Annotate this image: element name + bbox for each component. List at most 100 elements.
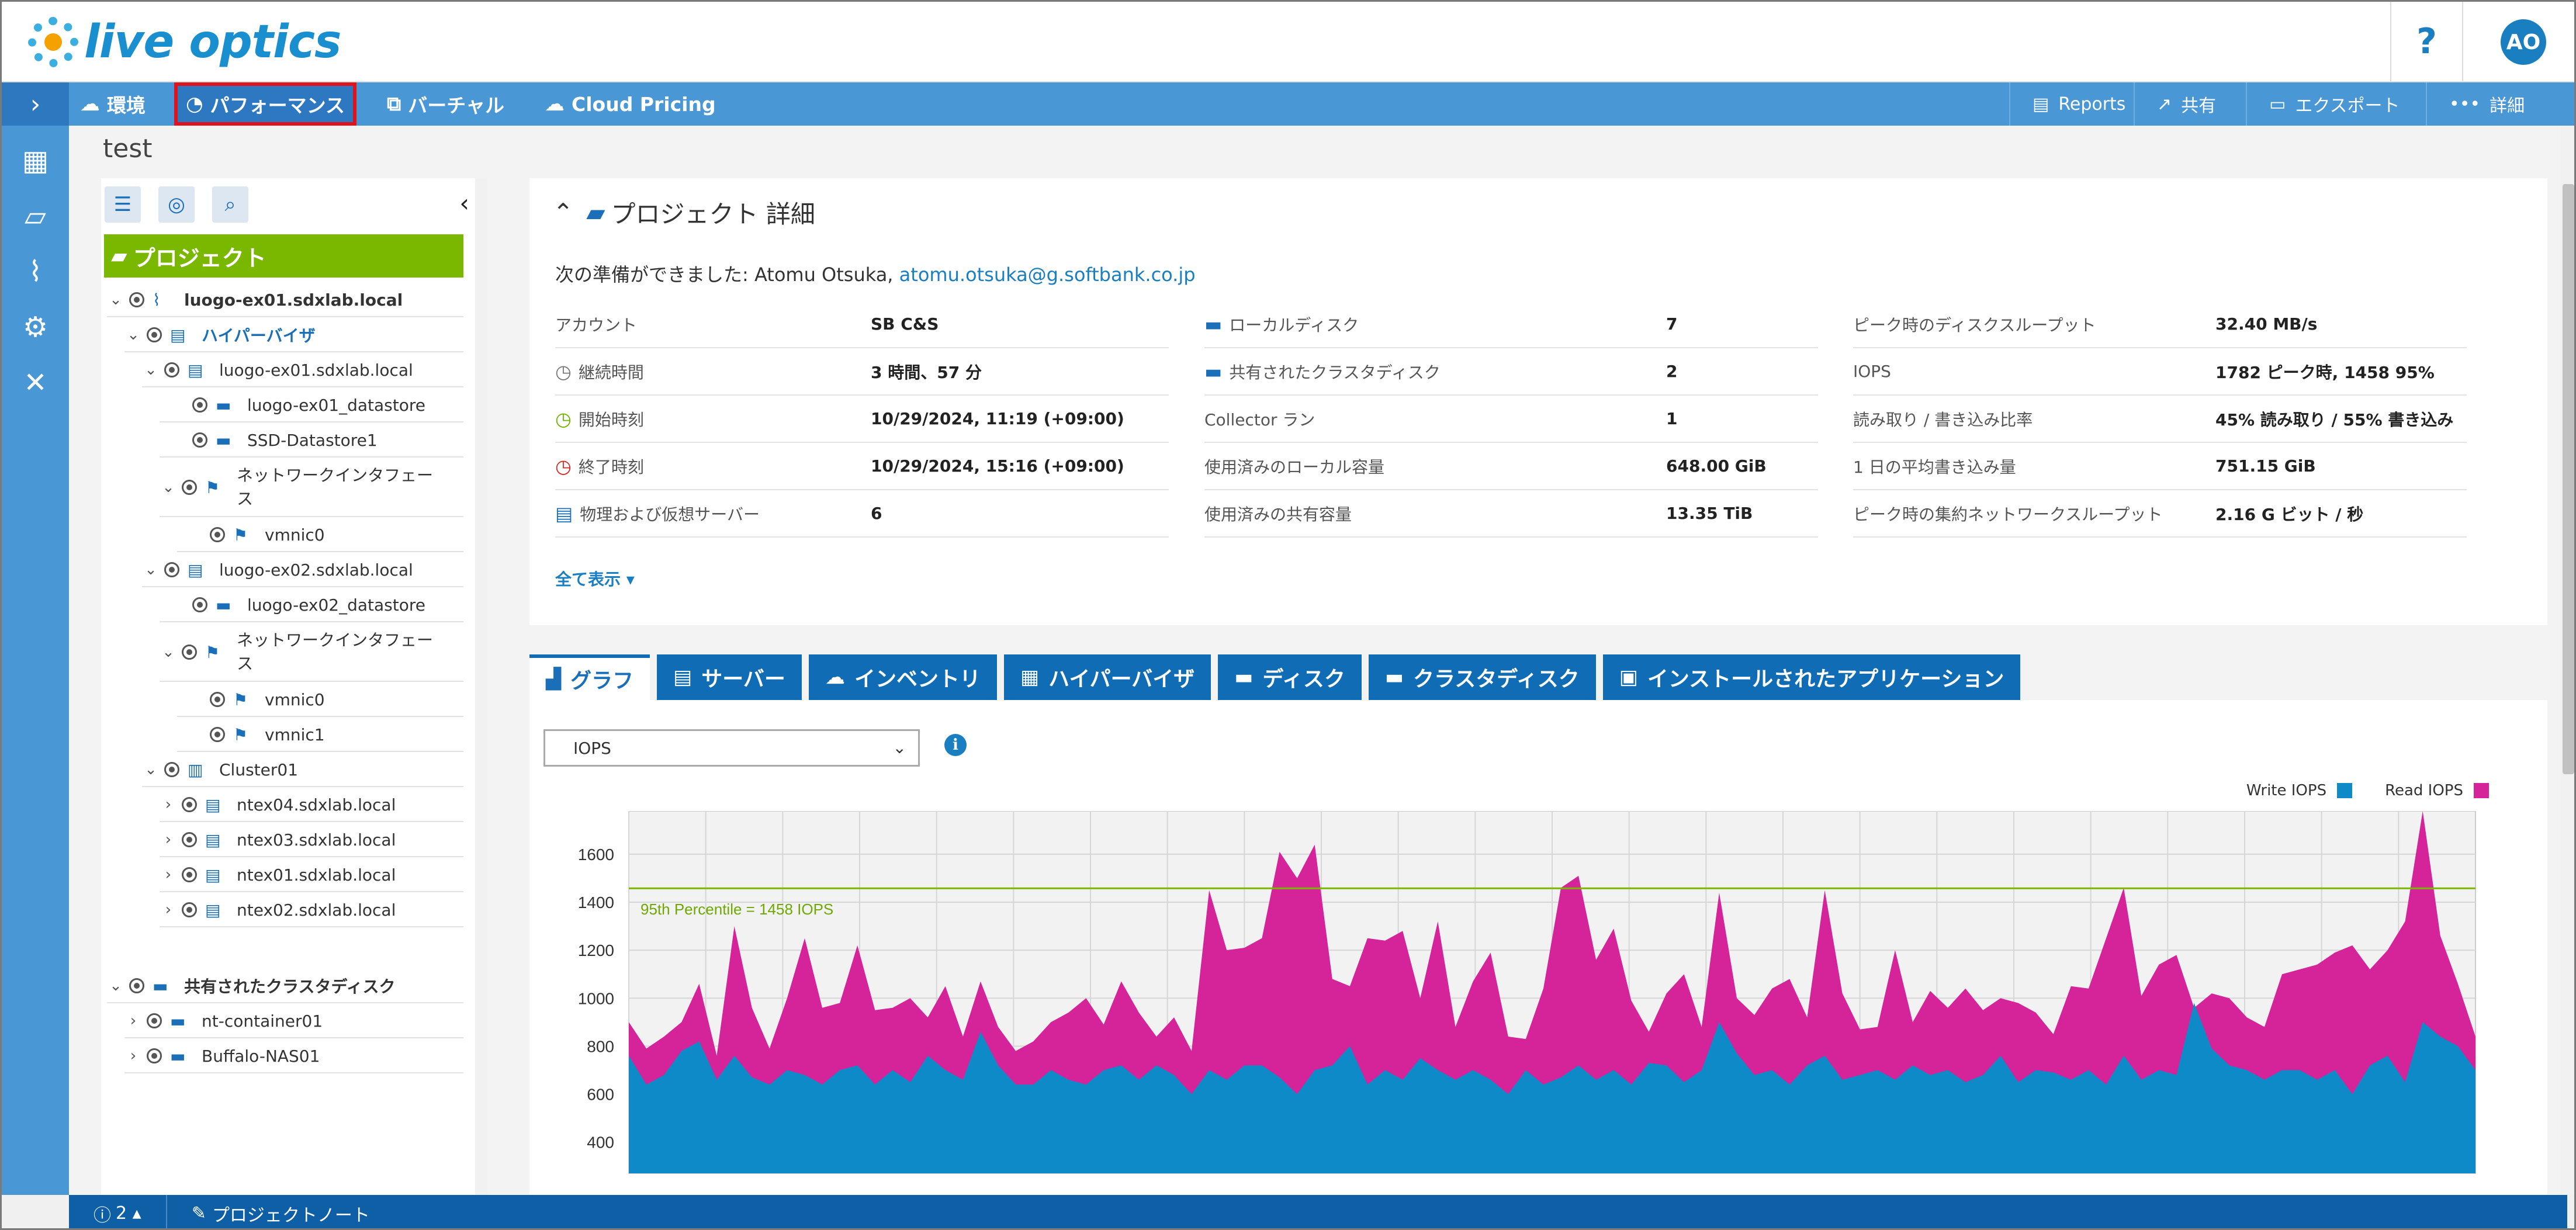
tree-node[interactable]: › ▤ ntex01.sdxlab.local <box>160 858 463 892</box>
nav-tab-virtual[interactable]: ⧉ バーチャル <box>379 82 513 126</box>
tree-node[interactable]: ⌄ ⚑ ネットワークインタフェース <box>160 459 463 517</box>
ready-email-link[interactable]: atomu.otsuka@g.softbank.co.jp <box>899 264 1196 286</box>
chevron-down-icon[interactable]: ⌄ <box>109 977 122 995</box>
nav-tab-performance[interactable]: ◔ パフォーマンス <box>174 82 357 126</box>
chevron-right-icon[interactable]: › <box>165 831 172 848</box>
select-radio[interactable] <box>129 978 144 993</box>
tree-node[interactable]: › ▬ nt-container01 <box>124 1004 463 1038</box>
pulse-icon[interactable]: ⌇ <box>28 255 43 288</box>
nav-tab-cloud-pricing[interactable]: ☁ Cloud Pricing <box>536 82 724 126</box>
hide-button[interactable]: ◎ <box>158 186 195 223</box>
chevron-down-icon[interactable]: ⌄ <box>144 561 157 578</box>
select-radio[interactable] <box>147 1013 162 1028</box>
chart-tab-chart[interactable]: ▟ グラフ <box>529 654 650 700</box>
select-radio[interactable] <box>147 1048 162 1063</box>
share-button[interactable]: ↗ 共有 <box>2134 82 2238 126</box>
info-count-button[interactable]: ⓘ 2 ▴ <box>69 1195 166 1228</box>
tree-node[interactable]: ⚑ vmnic0 <box>177 518 463 552</box>
live-optics-logo[interactable]: live optics <box>28 16 341 68</box>
gear-icon[interactable]: ⚙ <box>22 311 49 344</box>
tree-node[interactable]: ⌄ ▤ luogo-ex02.sdxlab.local <box>142 553 463 587</box>
select-radio[interactable] <box>210 692 225 707</box>
select-radio[interactable] <box>164 562 179 577</box>
reports-button[interactable]: ▤ Reports <box>2009 82 2148 126</box>
tree-node[interactable]: ⚑ vmnic0 <box>177 683 463 717</box>
tree-node[interactable]: › ▤ ntex03.sdxlab.local <box>160 823 463 857</box>
tree-node[interactable]: › ▬ Buffalo-NAS01 <box>124 1040 463 1073</box>
metric-select[interactable]: IOPS ⌄ <box>543 729 920 767</box>
tree-node[interactable]: › ▤ ntex04.sdxlab.local <box>160 788 463 822</box>
page-scrollbar[interactable] <box>2560 126 2574 1195</box>
chevron-right-icon[interactable]: › <box>165 866 172 883</box>
tree-scrollbar[interactable] <box>475 178 487 1195</box>
tree-node[interactable]: ⌄ ▤ luogo-ex01.sdxlab.local <box>142 354 463 387</box>
show-all-link[interactable]: 全て表示 ▾ <box>555 570 635 589</box>
nav-tab-label: パフォーマンス <box>210 94 345 117</box>
tree-node[interactable]: ⌄ ⌇ luogo-ex01.sdxlab.local <box>107 283 463 317</box>
sidebar-expand-button[interactable]: › <box>2 82 69 126</box>
select-radio[interactable] <box>147 327 162 342</box>
select-radio[interactable] <box>164 762 179 777</box>
select-radio[interactable] <box>182 645 197 660</box>
chevron-down-icon[interactable]: ⌄ <box>162 643 175 661</box>
nav-tab-environment[interactable]: ☁ 環境 <box>72 82 154 126</box>
tree-node[interactable]: › ▤ ntex02.sdxlab.local <box>160 893 463 927</box>
list-view-button[interactable]: ☰ <box>105 186 141 223</box>
help-button[interactable]: ? <box>2390 2 2463 81</box>
folder-icon[interactable]: ▱ <box>25 200 46 233</box>
select-radio[interactable] <box>192 432 207 448</box>
chevron-right-icon[interactable]: › <box>165 796 172 813</box>
select-radio[interactable] <box>210 727 225 742</box>
chart-tab-disk[interactable]: ▬ ディスク <box>1218 654 1362 700</box>
tree-node[interactable]: ⌄ ▬ 共有されたクラスタディスク <box>107 969 463 1003</box>
select-radio[interactable] <box>182 480 197 495</box>
chevron-right-icon[interactable]: › <box>130 1047 137 1065</box>
chevron-right-icon[interactable]: › <box>165 901 172 919</box>
start-icon: ◷ <box>555 407 572 430</box>
chart-tab-hypervisor[interactable]: ▦ ハイパーバイザ <box>1003 654 1211 700</box>
select-radio[interactable] <box>182 902 197 917</box>
scrollbar-thumb[interactable] <box>2563 184 2574 774</box>
ready-message: 次の準備ができました: Atomu Otsuka, atomu.otsuka@g… <box>555 260 1196 287</box>
collapse-panel-button[interactable]: ‹ <box>459 189 469 217</box>
chevron-right-icon[interactable]: › <box>130 1012 137 1030</box>
dashboard-icon[interactable]: ▦ <box>22 144 49 177</box>
tree-node[interactable]: ⚑ vmnic1 <box>177 718 463 752</box>
tree-node[interactable]: ▬ SSD-Datastore1 <box>160 424 463 458</box>
chevron-up-icon[interactable]: ⌃ <box>553 198 574 227</box>
tree-node[interactable]: ⌄ ▤ ハイパーバイザ <box>124 318 463 352</box>
details-key: ◷ 継続時間 <box>555 360 644 383</box>
chart-tab-cluster-disk[interactable]: ▬ クラスタディスク <box>1368 654 1596 700</box>
select-radio[interactable] <box>182 867 197 882</box>
chart-tab-inventory[interactable]: ☁ インベントリ <box>808 654 997 700</box>
tree-node[interactable]: ⌄ ⚑ ネットワークインタフェース <box>160 623 463 682</box>
select-radio[interactable] <box>164 362 179 377</box>
logo-text: live optics <box>84 16 341 68</box>
user-avatar[interactable]: AO <box>2501 19 2546 65</box>
chart-tab-server[interactable]: ▤ サーバー <box>657 654 802 700</box>
chart-tab-apps[interactable]: ▣ インストールされたアプリケーション <box>1602 654 2021 700</box>
project-notes-button[interactable]: ✎ プロジェクトノート <box>165 1195 394 1228</box>
tree-header-project[interactable]: ▰ プロジェクト <box>104 234 463 278</box>
details-header[interactable]: ⌃ ▰ プロジェクト 詳細 <box>553 195 815 230</box>
tree-search-button[interactable]: ⌕ <box>212 186 248 223</box>
tools-icon[interactable]: ✕ <box>23 366 47 399</box>
chevron-down-icon[interactable]: ⌄ <box>144 361 157 379</box>
clock-icon: ◷ <box>555 360 572 383</box>
select-radio[interactable] <box>182 832 197 847</box>
info-icon[interactable]: i <box>944 734 967 756</box>
select-radio[interactable] <box>192 397 207 413</box>
chevron-down-icon[interactable]: ⌄ <box>162 479 175 496</box>
chevron-down-icon[interactable]: ⌄ <box>109 291 122 309</box>
select-radio[interactable] <box>129 292 144 307</box>
select-radio[interactable] <box>192 597 207 612</box>
export-button[interactable]: ▭ エクスポート <box>2246 82 2422 126</box>
details-menu-button[interactable]: ••• 詳細 <box>2426 82 2547 126</box>
chevron-down-icon[interactable]: ⌄ <box>127 326 140 344</box>
select-radio[interactable] <box>182 797 197 812</box>
select-radio[interactable] <box>210 527 225 542</box>
chevron-down-icon[interactable]: ⌄ <box>144 761 157 778</box>
tree-node[interactable]: ▬ luogo-ex01_datastore <box>160 389 463 422</box>
tree-node[interactable]: ▬ luogo-ex02_datastore <box>160 588 463 622</box>
tree-node[interactable]: ⌄ ▥ Cluster01 <box>142 753 463 787</box>
